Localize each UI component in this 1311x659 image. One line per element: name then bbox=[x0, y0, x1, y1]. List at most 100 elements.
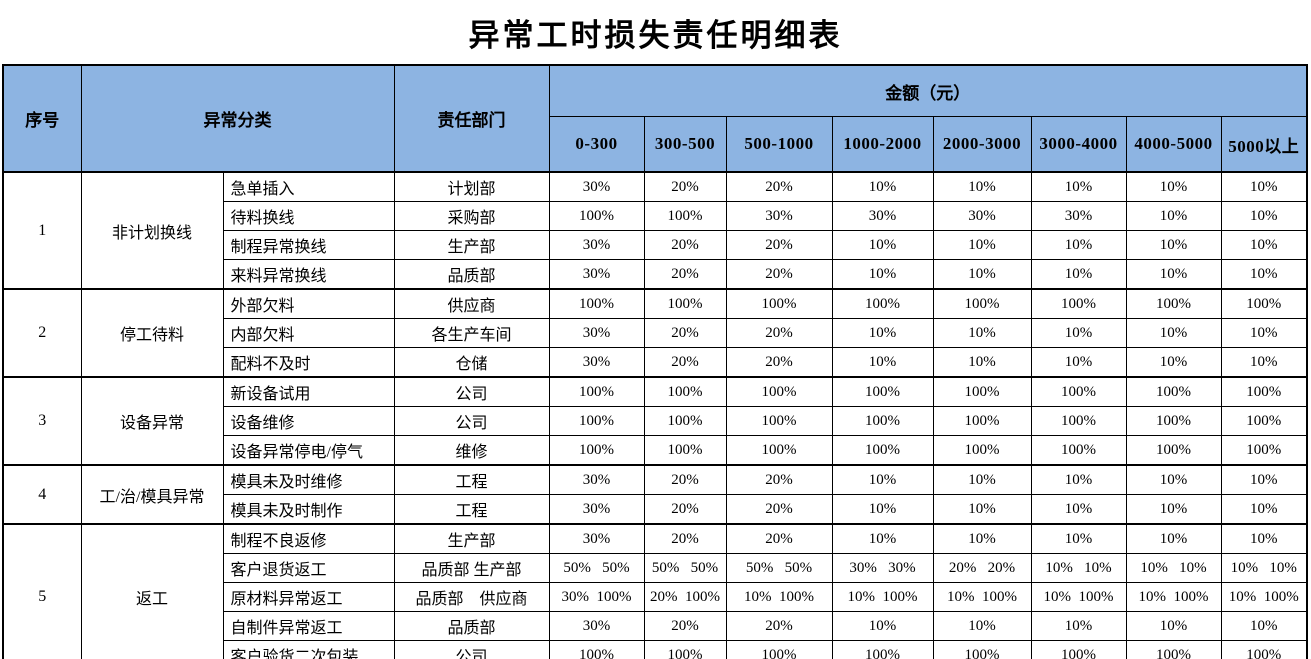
value-cell[interactable]: 10% bbox=[1125, 318, 1222, 348]
value-cell[interactable]: 10% bbox=[1030, 318, 1127, 348]
amount-range-header[interactable]: 4000-5000 bbox=[1125, 116, 1222, 173]
value-cell[interactable]: 10% bbox=[1125, 611, 1222, 641]
value-cell[interactable]: 10% bbox=[831, 259, 934, 290]
value-cell[interactable]: 20% 20% bbox=[932, 553, 1032, 583]
value-cell[interactable]: 10% bbox=[1030, 230, 1127, 260]
value-cell[interactable]: 10% bbox=[1220, 259, 1308, 290]
amount-range-header[interactable]: 0-300 bbox=[548, 116, 645, 173]
item-cell[interactable]: 模具未及时维修 bbox=[222, 464, 395, 495]
col-header-category[interactable]: 异常分类 bbox=[80, 64, 395, 173]
value-cell[interactable]: 10% bbox=[1125, 171, 1222, 202]
value-cell[interactable]: 30% bbox=[548, 259, 645, 290]
item-cell[interactable]: 模具未及时制作 bbox=[222, 494, 395, 525]
value-cell[interactable]: 100% bbox=[643, 406, 727, 436]
item-cell[interactable]: 来料异常换线 bbox=[222, 259, 395, 290]
value-cell[interactable]: 10% bbox=[1220, 171, 1308, 202]
value-cell[interactable]: 100% bbox=[1125, 288, 1222, 319]
amount-range-header[interactable]: 2000-3000 bbox=[932, 116, 1032, 173]
value-cell[interactable]: 20% bbox=[643, 494, 727, 525]
value-cell[interactable]: 10% bbox=[1220, 201, 1308, 231]
group-number-cell[interactable]: 2 bbox=[2, 288, 82, 378]
value-cell[interactable]: 100% bbox=[1220, 435, 1308, 466]
value-cell[interactable]: 100% bbox=[548, 640, 645, 659]
value-cell[interactable]: 10% bbox=[1125, 464, 1222, 495]
value-cell[interactable]: 10% bbox=[932, 523, 1032, 554]
value-cell[interactable]: 10% 10% bbox=[1030, 553, 1127, 583]
value-cell[interactable]: 10% 100% bbox=[831, 582, 934, 612]
value-cell[interactable]: 10% bbox=[932, 464, 1032, 495]
value-cell[interactable]: 10% bbox=[932, 318, 1032, 348]
value-cell[interactable]: 30% bbox=[548, 318, 645, 348]
item-cell[interactable]: 配料不及时 bbox=[222, 347, 395, 378]
value-cell[interactable]: 10% bbox=[1030, 611, 1127, 641]
item-cell[interactable]: 急单插入 bbox=[222, 171, 395, 202]
value-cell[interactable]: 30% bbox=[932, 201, 1032, 231]
value-cell[interactable]: 10% bbox=[1030, 523, 1127, 554]
value-cell[interactable]: 20% bbox=[643, 171, 727, 202]
value-cell[interactable]: 10% bbox=[831, 464, 934, 495]
group-number-cell[interactable]: 4 bbox=[2, 464, 82, 525]
group-name-cell[interactable]: 设备异常 bbox=[80, 376, 224, 466]
value-cell[interactable]: 100% bbox=[1220, 288, 1308, 319]
value-cell[interactable]: 30% 30% bbox=[831, 553, 934, 583]
value-cell[interactable]: 100% bbox=[831, 640, 934, 659]
value-cell[interactable]: 100% bbox=[932, 640, 1032, 659]
value-cell[interactable]: 10% 100% bbox=[1220, 582, 1308, 612]
value-cell[interactable]: 100% bbox=[725, 406, 833, 436]
item-cell[interactable]: 内部欠料 bbox=[222, 318, 395, 348]
value-cell[interactable]: 10% bbox=[831, 171, 934, 202]
value-cell[interactable]: 100% bbox=[1030, 640, 1127, 659]
value-cell[interactable]: 10% bbox=[1220, 611, 1308, 641]
value-cell[interactable]: 10% bbox=[1220, 464, 1308, 495]
value-cell[interactable]: 100% bbox=[643, 288, 727, 319]
value-cell[interactable]: 100% bbox=[1220, 376, 1308, 407]
value-cell[interactable]: 100% bbox=[548, 435, 645, 466]
value-cell[interactable]: 100% bbox=[1125, 640, 1222, 659]
group-name-cell[interactable]: 工/治/模具异常 bbox=[80, 464, 224, 525]
group-name-cell[interactable]: 停工待料 bbox=[80, 288, 224, 378]
amount-range-header[interactable]: 500-1000 bbox=[725, 116, 833, 173]
value-cell[interactable]: 20% bbox=[643, 318, 727, 348]
amount-range-header[interactable]: 300-500 bbox=[643, 116, 727, 173]
department-cell[interactable]: 计划部 bbox=[393, 171, 550, 202]
value-cell[interactable]: 10% 10% bbox=[1125, 553, 1222, 583]
value-cell[interactable]: 20% bbox=[725, 171, 833, 202]
value-cell[interactable]: 10% bbox=[932, 259, 1032, 290]
item-cell[interactable]: 制程异常换线 bbox=[222, 230, 395, 260]
value-cell[interactable]: 20% bbox=[725, 347, 833, 378]
value-cell[interactable]: 10% bbox=[1220, 347, 1308, 378]
value-cell[interactable]: 50% 50% bbox=[643, 553, 727, 583]
department-cell[interactable]: 生产部 bbox=[393, 230, 550, 260]
value-cell[interactable]: 10% bbox=[1125, 230, 1222, 260]
department-cell[interactable]: 工程 bbox=[393, 464, 550, 495]
value-cell[interactable]: 10% bbox=[1220, 523, 1308, 554]
value-cell[interactable]: 10% bbox=[1030, 171, 1127, 202]
value-cell[interactable]: 100% bbox=[932, 406, 1032, 436]
value-cell[interactable]: 100% bbox=[1030, 435, 1127, 466]
value-cell[interactable]: 100% bbox=[831, 406, 934, 436]
value-cell[interactable]: 100% bbox=[643, 376, 727, 407]
value-cell[interactable]: 100% bbox=[1030, 288, 1127, 319]
value-cell[interactable]: 100% bbox=[548, 376, 645, 407]
value-cell[interactable]: 100% bbox=[1125, 435, 1222, 466]
value-cell[interactable]: 20% 100% bbox=[643, 582, 727, 612]
value-cell[interactable]: 100% bbox=[643, 640, 727, 659]
value-cell[interactable]: 20% bbox=[643, 464, 727, 495]
value-cell[interactable]: 100% bbox=[1030, 376, 1127, 407]
department-cell[interactable]: 采购部 bbox=[393, 201, 550, 231]
item-cell[interactable]: 制程不良返修 bbox=[222, 523, 395, 554]
value-cell[interactable]: 50% 50% bbox=[725, 553, 833, 583]
value-cell[interactable]: 30% bbox=[548, 523, 645, 554]
group-number-cell[interactable]: 5 bbox=[2, 523, 82, 659]
group-name-cell[interactable]: 非计划换线 bbox=[80, 171, 224, 290]
value-cell[interactable]: 10% bbox=[831, 611, 934, 641]
department-cell[interactable]: 工程 bbox=[393, 494, 550, 525]
value-cell[interactable]: 100% bbox=[643, 435, 727, 466]
value-cell[interactable]: 10% bbox=[1030, 494, 1127, 525]
value-cell[interactable]: 10% bbox=[1220, 230, 1308, 260]
department-cell[interactable]: 供应商 bbox=[393, 288, 550, 319]
value-cell[interactable]: 10% bbox=[932, 171, 1032, 202]
item-cell[interactable]: 客户退货返工 bbox=[222, 553, 395, 583]
group-number-cell[interactable]: 3 bbox=[2, 376, 82, 466]
value-cell[interactable]: 10% bbox=[831, 494, 934, 525]
